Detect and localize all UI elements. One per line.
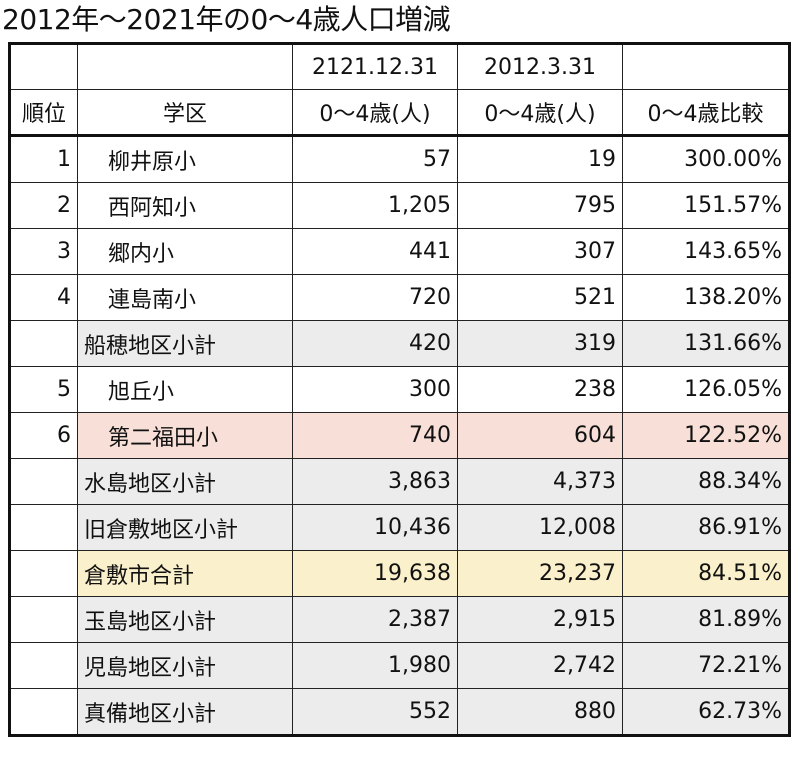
header-blank-cell [9, 43, 78, 90]
ratio-cell: 62.73% [622, 688, 790, 736]
count-old-cell: 880 [457, 688, 623, 736]
count-new-cell: 1,980 [292, 642, 458, 689]
header-rank: 順位 [9, 89, 78, 137]
count-old-cell: 19 [457, 135, 623, 183]
count-new-cell: 740 [292, 412, 458, 459]
table-row: 船穂地区小計 420 319 131.66% [9, 320, 790, 367]
header-date-new: 2121.12.31 [292, 43, 458, 90]
count-old-cell: 319 [457, 320, 623, 367]
ratio-cell: 88.34% [622, 458, 790, 505]
table-row: 児島地区小計 1,980 2,742 72.21% [9, 642, 790, 689]
ratio-cell: 84.51% [622, 550, 790, 597]
ratio-cell: 81.89% [622, 596, 790, 643]
rank-cell: 4 [9, 274, 78, 321]
population-table: 2121.12.31 2012.3.31 順位 学区 0～4歳(人) 0～4歳(… [8, 42, 791, 737]
count-new-cell: 420 [292, 320, 458, 367]
rank-cell: 6 [9, 412, 78, 459]
count-old-cell: 2,742 [457, 642, 623, 689]
rank-cell [9, 596, 78, 643]
count-old-cell: 12,008 [457, 504, 623, 551]
rank-cell: 2 [9, 182, 78, 229]
district-name-cell: 旧倉敷地区小計 [77, 504, 293, 551]
rank-cell [9, 688, 78, 736]
header-district: 学区 [77, 89, 293, 137]
ratio-cell: 86.91% [622, 504, 790, 551]
district-name-cell: 水島地区小計 [77, 458, 293, 505]
table-row: 5 旭丘小 300 238 126.05% [9, 366, 790, 413]
district-name-cell: 倉敷市合計 [77, 550, 293, 597]
table-row: 2 西阿知小 1,205 795 151.57% [9, 182, 790, 229]
rank-cell: 1 [9, 135, 78, 183]
rank-cell [9, 458, 78, 505]
count-old-cell: 238 [457, 366, 623, 413]
district-name-cell: 柳井原小 [77, 135, 293, 183]
district-name-cell: 玉島地区小計 [77, 596, 293, 643]
district-name-cell: 西阿知小 [77, 182, 293, 229]
ratio-cell: 131.66% [622, 320, 790, 367]
count-old-cell: 795 [457, 182, 623, 229]
ratio-cell: 126.05% [622, 366, 790, 413]
rank-cell [9, 504, 78, 551]
table-row: 旧倉敷地区小計 10,436 12,008 86.91% [9, 504, 790, 551]
table-row: 玉島地区小計 2,387 2,915 81.89% [9, 596, 790, 643]
header-count-new: 0～4歳(人) [292, 89, 458, 137]
table-row: 4 連島南小 720 521 138.20% [9, 274, 790, 321]
district-name-cell: 真備地区小計 [77, 688, 293, 736]
count-old-cell: 307 [457, 228, 623, 275]
table-row: 1 柳井原小 57 19 300.00% [9, 135, 790, 183]
page-title: 2012年～2021年の0～4歳人口増減 [2, 3, 451, 36]
district-name-cell: 船穂地区小計 [77, 320, 293, 367]
header-compare: 0～4歳比較 [622, 89, 790, 137]
header-row-columns: 順位 学区 0～4歳(人) 0～4歳(人) 0～4歳比較 [9, 89, 790, 137]
count-new-cell: 57 [292, 135, 458, 183]
count-new-cell: 552 [292, 688, 458, 736]
table-row: 3 郷内小 441 307 143.65% [9, 228, 790, 275]
table-row: 6 第二福田小 740 604 122.52% [9, 412, 790, 459]
count-old-cell: 23,237 [457, 550, 623, 597]
count-new-cell: 300 [292, 366, 458, 413]
header-blank-cell [77, 43, 293, 90]
district-name-cell: 児島地区小計 [77, 642, 293, 689]
rank-cell [9, 320, 78, 367]
count-new-cell: 441 [292, 228, 458, 275]
count-old-cell: 521 [457, 274, 623, 321]
count-old-cell: 604 [457, 412, 623, 459]
rank-cell [9, 642, 78, 689]
ratio-cell: 143.65% [622, 228, 790, 275]
table-row: 倉敷市合計 19,638 23,237 84.51% [9, 550, 790, 597]
count-old-cell: 2,915 [457, 596, 623, 643]
count-new-cell: 2,387 [292, 596, 458, 643]
table-row: 水島地区小計 3,863 4,373 88.34% [9, 458, 790, 505]
ratio-cell: 72.21% [622, 642, 790, 689]
header-row-dates: 2121.12.31 2012.3.31 [9, 43, 790, 90]
count-new-cell: 720 [292, 274, 458, 321]
table-row: 真備地区小計 552 880 62.73% [9, 688, 790, 736]
header-blank-cell [622, 43, 790, 90]
ratio-cell: 138.20% [622, 274, 790, 321]
count-new-cell: 19,638 [292, 550, 458, 597]
header-date-old: 2012.3.31 [457, 43, 623, 90]
ratio-cell: 151.57% [622, 182, 790, 229]
header-count-old: 0～4歳(人) [457, 89, 623, 137]
district-name-cell: 第二福田小 [77, 412, 293, 459]
district-name-cell: 旭丘小 [77, 366, 293, 413]
rank-cell: 3 [9, 228, 78, 275]
rank-cell: 5 [9, 366, 78, 413]
rank-cell [9, 550, 78, 597]
count-new-cell: 1,205 [292, 182, 458, 229]
count-old-cell: 4,373 [457, 458, 623, 505]
district-name-cell: 連島南小 [77, 274, 293, 321]
count-new-cell: 10,436 [292, 504, 458, 551]
count-new-cell: 3,863 [292, 458, 458, 505]
ratio-cell: 122.52% [622, 412, 790, 459]
district-name-cell: 郷内小 [77, 228, 293, 275]
ratio-cell: 300.00% [622, 135, 790, 183]
